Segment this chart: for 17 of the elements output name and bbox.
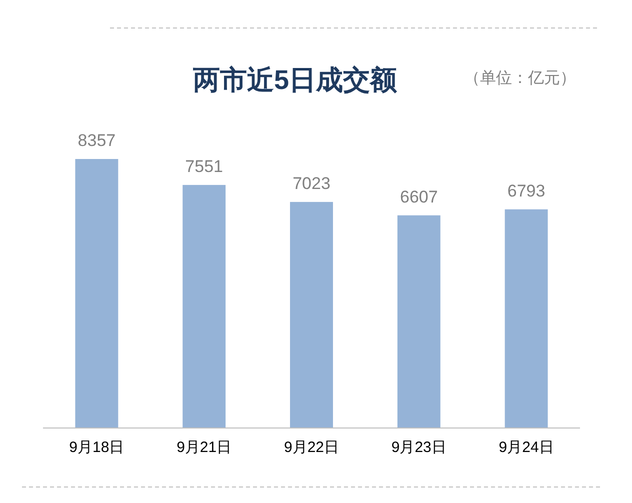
bar (504, 209, 548, 428)
x-tick-label: 9月21日 (176, 439, 232, 456)
data-label: 7023 (292, 174, 330, 193)
bar (290, 202, 333, 428)
x-tick-label: 9月18日 (69, 439, 124, 456)
x-tick-label: 9月23日 (391, 439, 446, 456)
bar (397, 215, 440, 428)
x-tick-label: 9月22日 (284, 439, 340, 456)
data-label: 7551 (185, 156, 224, 176)
data-label: 6607 (400, 187, 438, 206)
chart-title: 两市近5日成交额 (192, 65, 398, 95)
data-label: 6793 (507, 181, 546, 200)
text: （单位：亿元） (464, 69, 576, 87)
x-tick-label: 9月24日 (498, 439, 554, 456)
data-label: 8357 (78, 131, 116, 150)
bar (75, 159, 118, 428)
bar (182, 184, 226, 428)
